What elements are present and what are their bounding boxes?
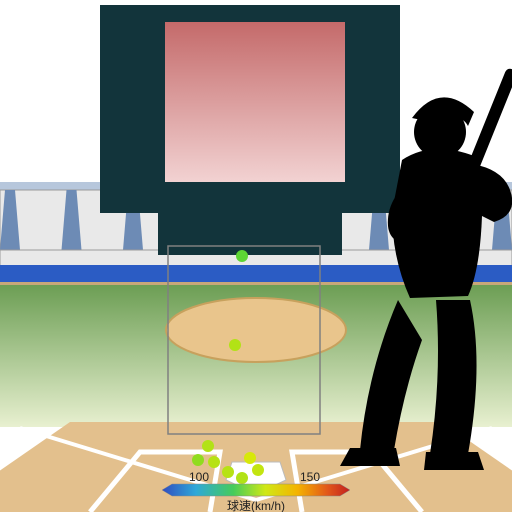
pitch-point (236, 472, 248, 484)
pitch-point (236, 250, 248, 262)
colorbar-label: 球速(km/h) (227, 499, 285, 512)
pitch-point (244, 452, 256, 464)
pitch-point (208, 456, 220, 468)
colorbar-tick: 150 (300, 470, 320, 484)
pitch-point (192, 454, 204, 466)
colorbar-tick: 100 (189, 470, 209, 484)
pitch-chart-scene: 100 150 球速(km/h) (0, 0, 512, 512)
pitch-point (229, 339, 241, 351)
pitch-point (252, 464, 264, 476)
pitch-point (202, 440, 214, 452)
pitch-point (222, 466, 234, 478)
pitchers-mound (166, 298, 346, 362)
